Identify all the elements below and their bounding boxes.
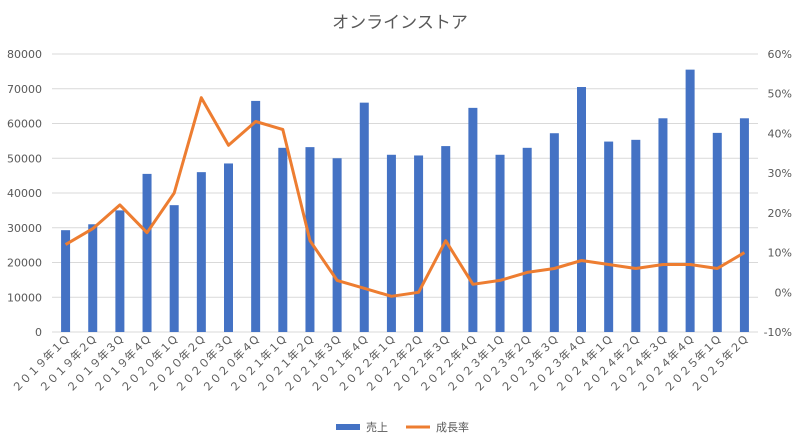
left-tick-label: 80000: [7, 48, 42, 61]
left-tick-label: 0: [35, 326, 42, 339]
legend-label-growth: 成長率: [436, 420, 469, 434]
left-tick-label: 60000: [7, 118, 42, 131]
bar: [196, 172, 206, 332]
bar: [359, 102, 369, 333]
bar: [115, 210, 125, 332]
right-tick-label: 10%: [768, 247, 792, 260]
legend-label-sales: 売上: [366, 421, 388, 434]
right-tick-label: -10%: [764, 326, 792, 339]
bar: [549, 133, 559, 332]
bar: [685, 69, 695, 332]
right-tick-label: 40%: [768, 127, 792, 140]
left-axis-ticks: 0 10000 20000 30000 40000 50000 60000 70000 8000…: [7, 48, 42, 339]
bar: [577, 87, 586, 332]
sales-bars: [61, 69, 749, 333]
bar: [278, 147, 288, 332]
bar: [251, 100, 261, 332]
right-tick-label: 30%: [768, 167, 792, 180]
left-tick-label: 70000: [7, 83, 42, 96]
bar: [142, 173, 152, 332]
bar: [414, 155, 424, 332]
bar: [739, 118, 749, 332]
bar: [332, 158, 342, 332]
bar: [712, 132, 722, 332]
legend-swatch-sales: [336, 424, 360, 430]
gridlines: [52, 53, 758, 333]
right-axis-ticks: -10% 0% 10% 20% 30% 40% 50% 60%: [764, 48, 792, 339]
left-tick-label: 40000: [7, 187, 42, 200]
growth-line: [64, 96, 746, 298]
bar: [658, 118, 668, 332]
right-tick-label: 60%: [768, 48, 792, 61]
left-tick-label: 50000: [7, 152, 42, 165]
bar: [495, 154, 505, 332]
bar: [169, 205, 179, 332]
left-tick-label: 20000: [7, 257, 42, 270]
chart-title: オンラインストア: [332, 13, 468, 33]
left-tick-label: 30000: [7, 222, 42, 235]
bar: [604, 141, 614, 332]
bar: [386, 154, 396, 332]
legend: 売上 成長率: [336, 420, 469, 434]
left-tick-label: 10000: [7, 291, 42, 304]
bar: [88, 224, 98, 332]
bar: [224, 163, 233, 332]
right-tick-label: 50%: [768, 88, 792, 101]
bar: [522, 147, 532, 332]
right-tick-label: 0%: [775, 286, 792, 299]
bar: [468, 107, 478, 332]
right-tick-label: 20%: [768, 207, 792, 220]
growth-line-path: [64, 96, 746, 298]
category-labels: ２０１９年１Q２０１９年２Q２０１９年３Q２０１９年４Q２０２０年１Q２０２０年…: [9, 332, 751, 395]
bar: [631, 139, 641, 332]
bar: [61, 230, 71, 332]
bar: [441, 146, 451, 332]
